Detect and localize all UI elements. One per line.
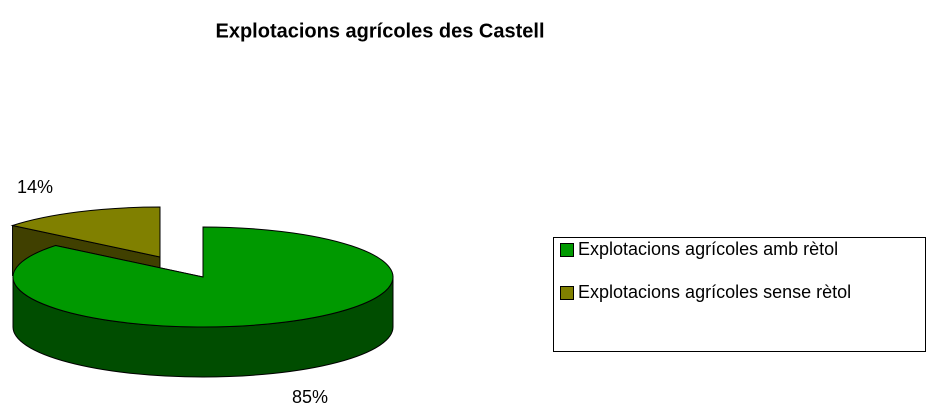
legend-swatch <box>560 286 574 300</box>
legend-swatch <box>560 243 574 257</box>
legend: Explotacions agrícoles amb rètol Explotac… <box>553 237 926 352</box>
pie-slice <box>12 226 394 328</box>
data-label: 85% <box>292 387 328 405</box>
pie-slice <box>10 206 161 258</box>
legend-label: Explotacions agrícoles sense rètol <box>578 282 852 302</box>
data-label: 14% <box>17 177 53 197</box>
chart-title: Explotacions agrícoles des Castell <box>215 20 544 42</box>
legend-label: Explotacions agrícoles amb rètol <box>578 239 839 259</box>
legend-entry: Explotacions agrícoles sense rètol <box>560 282 925 303</box>
legend-entry: Explotacions agrícoles amb rètol <box>560 239 925 260</box>
